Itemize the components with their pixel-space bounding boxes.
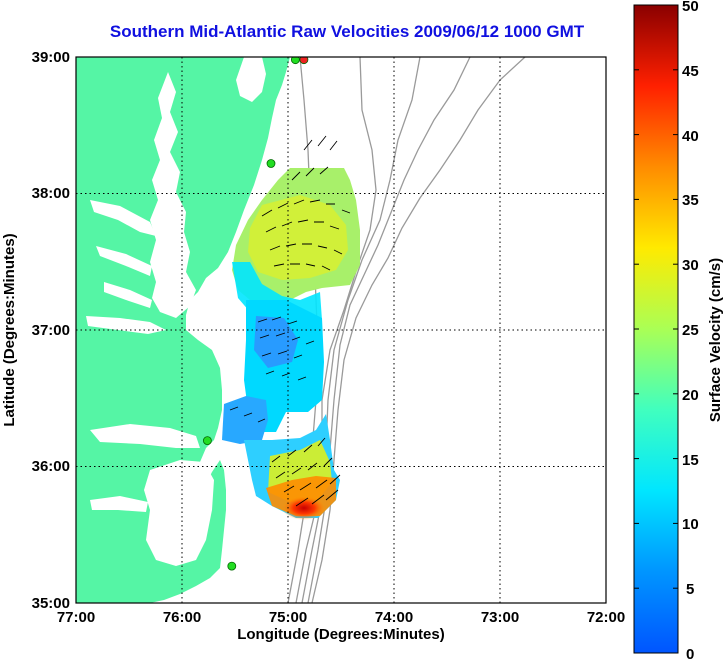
colorbar-tick-label: 30 bbox=[682, 257, 699, 274]
stations bbox=[202, 57, 309, 571]
y-tick-labels: 39:00 38:00 37:00 36:00 35:00 bbox=[32, 49, 70, 612]
y-tick-label: 39:00 bbox=[32, 49, 70, 66]
x-tick-label: 76:00 bbox=[163, 609, 201, 626]
colorbar-tick-label: 35 bbox=[682, 192, 699, 209]
colorbar-gradient bbox=[633, 4, 679, 654]
y-axis-label: Latitude (Degrees:Minutes) bbox=[1, 233, 18, 426]
colorbar: 50 45 40 35 30 25 20 15 10 5 0 Surface V… bbox=[633, 0, 724, 659]
x-tick-label: 73:00 bbox=[481, 609, 519, 626]
chart-title: Southern Mid-Atlantic Raw Velocities 200… bbox=[109, 22, 585, 41]
pamlico-sound bbox=[144, 460, 214, 566]
velocity-west-region bbox=[222, 396, 268, 444]
colorbar-tick-label: 25 bbox=[682, 322, 699, 339]
velocity-north-core bbox=[248, 195, 348, 280]
y-tick-label: 36:00 bbox=[32, 458, 70, 475]
pamlico-river bbox=[90, 496, 148, 512]
y-tick-label: 37:00 bbox=[32, 322, 70, 339]
x-axis-label: Longitude (Degrees:Minutes) bbox=[237, 626, 445, 643]
delaware-bay bbox=[236, 57, 266, 102]
velocity-vectors bbox=[229, 135, 351, 507]
station-marker bbox=[202, 436, 212, 446]
station-marker bbox=[266, 159, 276, 168]
colorbar-tick-label: 45 bbox=[682, 63, 699, 80]
vector-group-middle bbox=[229, 316, 315, 423]
station-marker bbox=[227, 561, 237, 571]
velocity-field bbox=[222, 135, 360, 520]
potomac-river bbox=[90, 200, 156, 236]
york-river bbox=[104, 282, 152, 308]
colorbar-tick-labels: 50 45 40 35 30 25 20 15 10 5 0 bbox=[682, 0, 699, 659]
x-tick-labels: 77:00 76:00 75:00 74:00 73:00 72:00 bbox=[57, 609, 625, 626]
albemarle-sound bbox=[90, 424, 200, 448]
colorbar-ticks bbox=[634, 69, 678, 589]
rappahannock-river bbox=[96, 246, 152, 276]
grid-lines bbox=[76, 57, 606, 603]
y-tick-label: 35:00 bbox=[32, 595, 70, 612]
james-river bbox=[86, 316, 166, 334]
colorbar-tick-label: 50 bbox=[682, 0, 699, 15]
velocity-hotspot bbox=[282, 496, 326, 520]
x-tick-label: 74:00 bbox=[375, 609, 413, 626]
colorbar-tick-label: 40 bbox=[682, 128, 699, 145]
colorbar-label: Surface Velocity (cm/s) bbox=[707, 258, 724, 422]
axes-frame bbox=[75, 56, 607, 604]
land-mass bbox=[76, 57, 290, 603]
x-tick-label: 72:00 bbox=[587, 609, 625, 626]
y-tick-label: 38:00 bbox=[32, 185, 70, 202]
vector-group-south bbox=[271, 437, 341, 507]
map-area bbox=[76, 57, 606, 603]
station-marker bbox=[291, 57, 300, 65]
colorbar-tick-label: 15 bbox=[682, 452, 699, 469]
colorbar-tick-label: 10 bbox=[682, 516, 699, 533]
x-tick-label: 77:00 bbox=[57, 609, 95, 626]
colorbar-tick-label: 0 bbox=[686, 646, 694, 659]
x-tick-label: 75:00 bbox=[269, 609, 307, 626]
colorbar-tick-label: 20 bbox=[682, 387, 699, 404]
station-marker bbox=[299, 57, 309, 65]
chesapeake-bay bbox=[150, 72, 196, 318]
colorbar-tick-label: 5 bbox=[686, 581, 694, 598]
vector-group-north bbox=[261, 135, 351, 271]
